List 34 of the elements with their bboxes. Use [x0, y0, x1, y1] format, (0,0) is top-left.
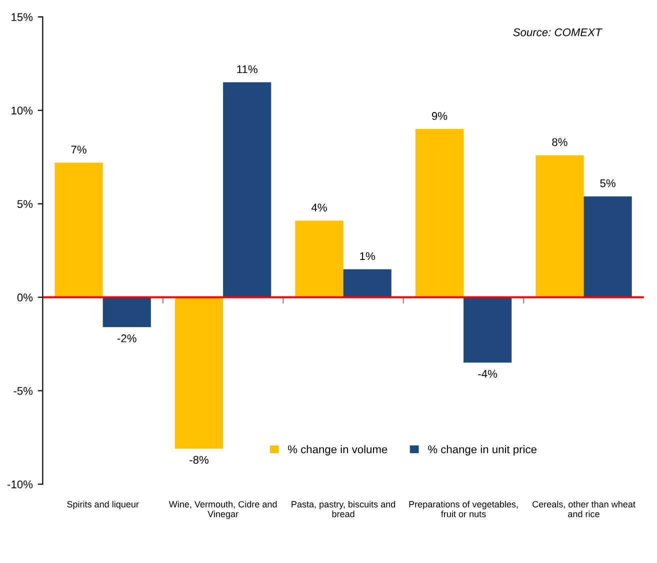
x-tick-label: Preparations of vegetables, fruit or nuts [409, 500, 518, 518]
data-label: 4% [311, 204, 327, 212]
bar [536, 155, 584, 298]
x-tick-label: Pasta, pastry, biscuits and bread [292, 500, 396, 518]
y-tick-label: -5% [14, 387, 33, 395]
data-label: 8% [552, 138, 568, 146]
data-label: -8% [190, 456, 208, 464]
bar [464, 297, 512, 363]
bar [415, 129, 464, 298]
data-label: 7% [71, 146, 86, 154]
data-label: -4% [478, 370, 498, 378]
bar [584, 196, 632, 298]
x-tick-label: Cereals, other than wheat and rice [532, 500, 636, 518]
annotation: Source: COMEXT [513, 28, 602, 36]
bar [102, 297, 151, 328]
bar [223, 82, 272, 298]
bar [343, 269, 392, 298]
legend-label: % change in volume [288, 445, 388, 456]
data-label: 11% [237, 65, 258, 74]
bar [174, 297, 224, 449]
y-tick-label: 15% [12, 13, 33, 22]
data-label: 1% [360, 252, 375, 260]
bar [295, 220, 344, 298]
legend-label: % change in unit price [428, 445, 536, 456]
x-tick-label: Wine, Vermouth, Cidre and Vinegar [168, 500, 277, 519]
x-tick-label: Spirits and liqueur [67, 500, 139, 510]
data-label: 9% [432, 112, 448, 120]
data-label: 5% [600, 179, 616, 188]
y-tick-label: 5% [17, 200, 33, 208]
y-tick-label: -10% [8, 480, 33, 488]
data-label: -2% [117, 334, 136, 342]
y-tick-label: 10% [12, 106, 33, 114]
y-tick-label: 0% [17, 294, 33, 302]
bar [54, 162, 103, 298]
